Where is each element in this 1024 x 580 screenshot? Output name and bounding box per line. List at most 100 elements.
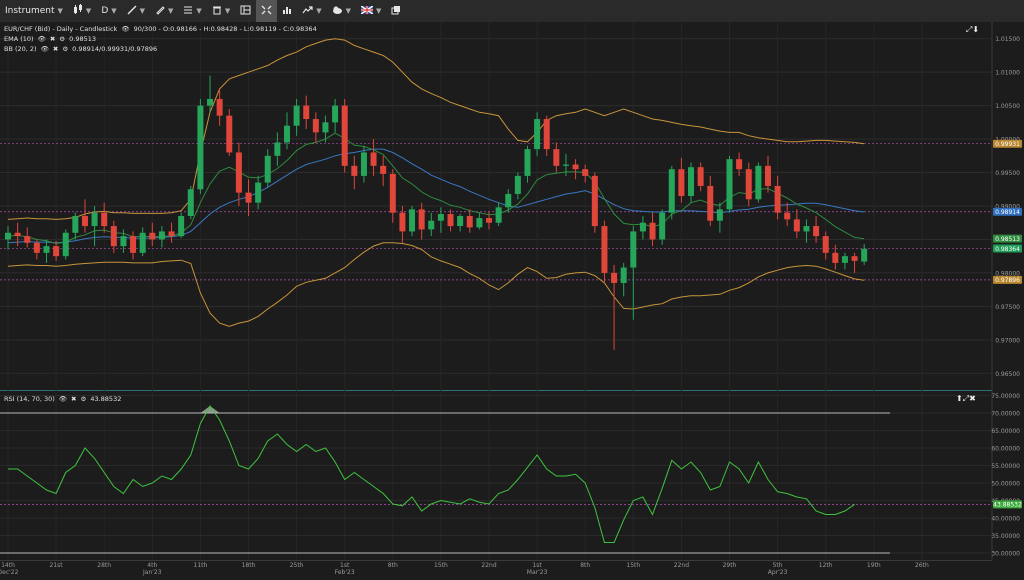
- candle-body: [745, 169, 752, 200]
- candle: [813, 216, 820, 243]
- candle: [110, 220, 117, 253]
- popout-button[interactable]: [386, 0, 406, 22]
- candle-body: [688, 167, 695, 196]
- main-header-line1: EUR/CHF (Bid) - Daily - Candlestick 👁 90…: [4, 25, 317, 33]
- ema-value: 0.98513: [69, 35, 97, 43]
- chart-type-menu[interactable]: ▼: [68, 0, 96, 22]
- chevron-down-icon: ▼: [111, 7, 117, 15]
- chevron-down-icon: ▼: [224, 7, 231, 15]
- candle-body: [255, 182, 262, 203]
- eye-icon[interactable]: 👁: [58, 395, 68, 403]
- move-up-icon[interactable]: ⬆: [956, 394, 963, 403]
- expand-icon[interactable]: ⤢: [966, 25, 973, 34]
- candle-body: [322, 122, 329, 133]
- candle-body: [851, 256, 858, 261]
- candle: [91, 206, 98, 247]
- trend-menu[interactable]: ▼: [297, 0, 326, 22]
- candle: [649, 212, 656, 247]
- candle-body: [457, 216, 464, 227]
- fibonacci-tool-menu[interactable]: ▼: [178, 0, 206, 22]
- gear-icon[interactable]: ⚙: [62, 45, 69, 53]
- timeframe-menu[interactable]: D ▼: [96, 0, 121, 22]
- candle-body: [832, 252, 839, 263]
- candle-body: [168, 231, 175, 237]
- candle: [543, 115, 550, 156]
- language-menu[interactable]: ▼: [356, 0, 386, 22]
- eye-icon[interactable]: 👁: [37, 35, 46, 43]
- main-header-ema: EMA (10) 👁 ✖ ⚙ 0.98513: [4, 35, 96, 43]
- crosshair-button[interactable]: [256, 0, 278, 22]
- rsi-y-tick-label: 60.00000: [991, 446, 1020, 453]
- eye-icon[interactable]: 👁: [40, 45, 49, 53]
- chart-svg[interactable]: 1.015001.010001.005001.000000.995000.990…: [0, 22, 1024, 576]
- candle: [688, 162, 695, 203]
- candle: [399, 206, 406, 243]
- candle: [418, 202, 425, 240]
- x-tick-sublabel: Jan'23: [142, 569, 162, 576]
- candle: [745, 162, 752, 206]
- candle-body: [764, 165, 771, 186]
- candle-body: [543, 119, 550, 150]
- candle-body: [360, 152, 367, 176]
- gear-icon[interactable]: ⚙: [80, 395, 87, 403]
- candle: [534, 112, 541, 156]
- timeframe-label: D: [101, 6, 109, 16]
- candle: [697, 162, 704, 192]
- candle-body: [803, 226, 810, 232]
- rsi-header: RSI (14, 70, 30) 👁 ✖ ⚙ 43.88532: [4, 395, 121, 403]
- candle: [476, 212, 483, 230]
- candle-body: [582, 169, 589, 176]
- instrument-menu[interactable]: Instrument ▼: [0, 0, 68, 22]
- x-tick-label: 22nd: [674, 562, 689, 569]
- candle: [130, 231, 137, 260]
- delete-drawings-menu[interactable]: ▼: [207, 0, 235, 22]
- candle: [601, 220, 608, 283]
- rsi-y-tick-label: 70.00000: [991, 411, 1020, 418]
- candle-body: [755, 165, 762, 200]
- candle: [764, 155, 771, 193]
- settings-menu[interactable]: ▼: [327, 0, 356, 22]
- candle: [14, 222, 21, 247]
- rsi-value-badge-label: 43.88532: [993, 502, 1022, 509]
- candle-body: [447, 214, 454, 227]
- trash-icon: [212, 5, 222, 18]
- chart-area[interactable]: 1.015001.010001.005001.000000.995000.990…: [0, 22, 1024, 576]
- candle-body: [774, 185, 781, 213]
- candle: [726, 155, 733, 213]
- drawing-tools-menu[interactable]: ▼: [122, 0, 150, 22]
- candle-body: [784, 212, 791, 220]
- close-icon[interactable]: ✖: [71, 395, 77, 403]
- candle: [207, 75, 214, 113]
- price-badge: [993, 244, 1022, 253]
- candle-body: [351, 165, 358, 176]
- candle: [562, 153, 569, 176]
- candle: [784, 202, 791, 227]
- chevron-down-icon: ▼: [316, 7, 322, 15]
- candle: [216, 88, 223, 126]
- candle: [630, 226, 637, 320]
- indicators-button[interactable]: [277, 0, 297, 22]
- candle-body: [293, 105, 300, 126]
- x-tick-sublabel: Mar'23: [527, 569, 548, 576]
- rsi-value: 43.88532: [90, 395, 122, 403]
- candle-body: [187, 189, 194, 217]
- x-tick-label: 1st: [532, 562, 542, 569]
- candle-body: [149, 232, 156, 240]
- move-down-icon[interactable]: ⬇: [972, 25, 980, 34]
- gear-icon[interactable]: ⚙: [59, 35, 66, 43]
- candle-body: [793, 219, 800, 232]
- close-icon[interactable]: ✖: [52, 45, 59, 53]
- candle: [389, 169, 396, 223]
- candle: [380, 155, 387, 186]
- price-badge-label: 0.97896: [995, 277, 1020, 284]
- close-icon[interactable]: ✖: [49, 35, 56, 43]
- expand-icon[interactable]: ⤢: [962, 394, 970, 403]
- eye-icon[interactable]: 👁: [121, 25, 130, 33]
- candle: [81, 199, 88, 233]
- pencil-tool-menu[interactable]: ▼: [150, 0, 178, 22]
- close-icon[interactable]: ✖: [969, 394, 976, 403]
- pencil-icon: [155, 5, 165, 18]
- x-tick-sublabel: Apr'23: [768, 569, 788, 576]
- layout-button[interactable]: [235, 0, 256, 22]
- line-tool-icon: [127, 5, 137, 18]
